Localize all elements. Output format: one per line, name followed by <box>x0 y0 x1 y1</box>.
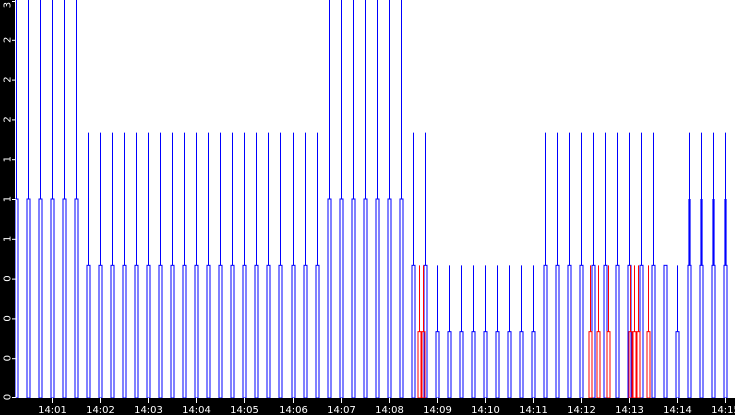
x-tick-label: 14:12 <box>567 405 596 415</box>
y-tick-label: 0 <box>3 275 14 281</box>
x-axis: 14:01 14:02 14:03 14:04 14:05 14:06 14:07 14:08… <box>38 398 735 415</box>
x-tick-label: 14:13 <box>615 405 644 415</box>
y-tick-label: 0 <box>3 315 14 321</box>
x-tick-label: 14:06 <box>279 405 308 415</box>
x-tick-label: 14:10 <box>471 405 500 415</box>
y-tick-label: 2 <box>3 116 14 122</box>
x-tick-label: 14:05 <box>230 405 259 415</box>
y-axis: 0 0 0 0 1 1 1 2 2 2 3 <box>3 1 16 400</box>
x-tick-label: 14:02 <box>86 405 115 415</box>
x-tick-label: 14:07 <box>327 405 356 415</box>
y-tick-label: 2 <box>3 76 14 82</box>
y-axis-band <box>0 0 15 415</box>
x-axis-band <box>0 398 735 415</box>
x-tick-label: 14:03 <box>134 405 163 415</box>
x-tick-label: 14:11 <box>519 405 548 415</box>
x-tick-label: 14:01 <box>38 405 67 415</box>
y-tick-label: 1 <box>3 156 14 162</box>
y-tick-label: 3 <box>3 2 14 8</box>
x-tick-label: 14:14 <box>663 405 692 415</box>
y-tick-label: 1 <box>3 236 14 242</box>
y-tick-label: 2 <box>3 37 14 43</box>
y-tick-label: 1 <box>3 196 14 202</box>
y-tick-label: 0 <box>3 394 14 400</box>
x-tick-label: 14:08 <box>375 405 404 415</box>
x-tick-label: 14:15 <box>711 405 735 415</box>
y-tick-label: 0 <box>3 355 14 361</box>
x-tick-label: 14:04 <box>182 405 211 415</box>
x-tick-label: 14:09 <box>423 405 452 415</box>
